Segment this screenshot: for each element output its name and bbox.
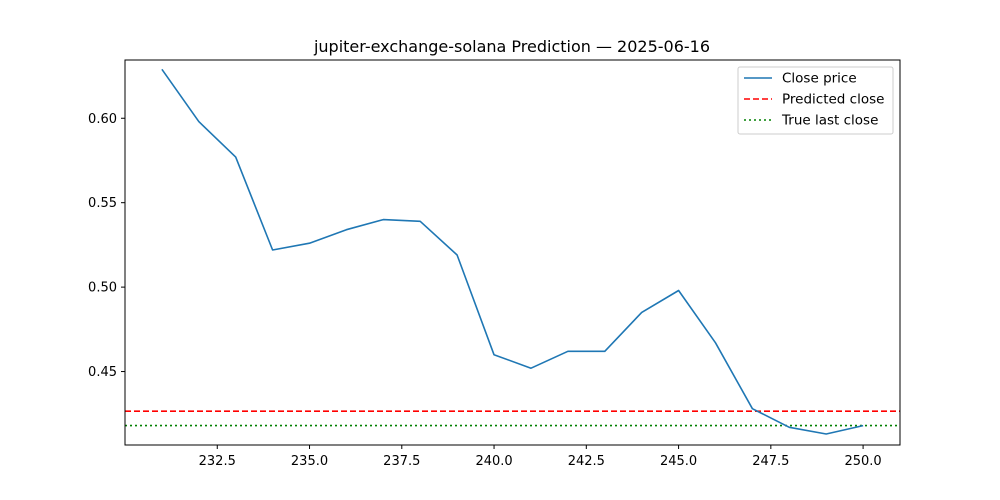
legend-label-2: True last close: [781, 113, 878, 129]
chart-title: jupiter-exchange-solana Prediction — 202…: [313, 37, 710, 56]
legend-box: [737, 66, 894, 135]
legend-label-0: Close price: [782, 71, 857, 87]
x-tick-label: 232.5: [199, 454, 236, 469]
y-tick-label: 0.45: [88, 365, 117, 380]
y-tick-label: 0.55: [88, 196, 117, 211]
y-tick-label: 0.60: [88, 112, 117, 127]
x-tick-label: 237.5: [383, 454, 420, 469]
series-line-0: [161, 68, 864, 435]
plot-area: [125, 68, 900, 435]
legend-label-1: Predicted close: [782, 92, 884, 108]
axis-ticks: 232.5 235.0 237.5 240.0 242.5 245.0 247.5 250.0…: [88, 112, 882, 469]
legend: Close price Predicted close True last clos…: [737, 66, 894, 135]
x-tick-label: 235.0: [291, 454, 328, 469]
axes-frame: [124, 59, 901, 446]
x-tick-label: 240.0: [475, 454, 512, 469]
x-tick-label: 245.0: [660, 454, 697, 469]
x-tick-label: 250.0: [844, 454, 881, 469]
y-tick-label: 0.50: [88, 281, 117, 296]
x-tick-label: 247.5: [752, 454, 789, 469]
x-tick-label: 242.5: [568, 454, 605, 469]
